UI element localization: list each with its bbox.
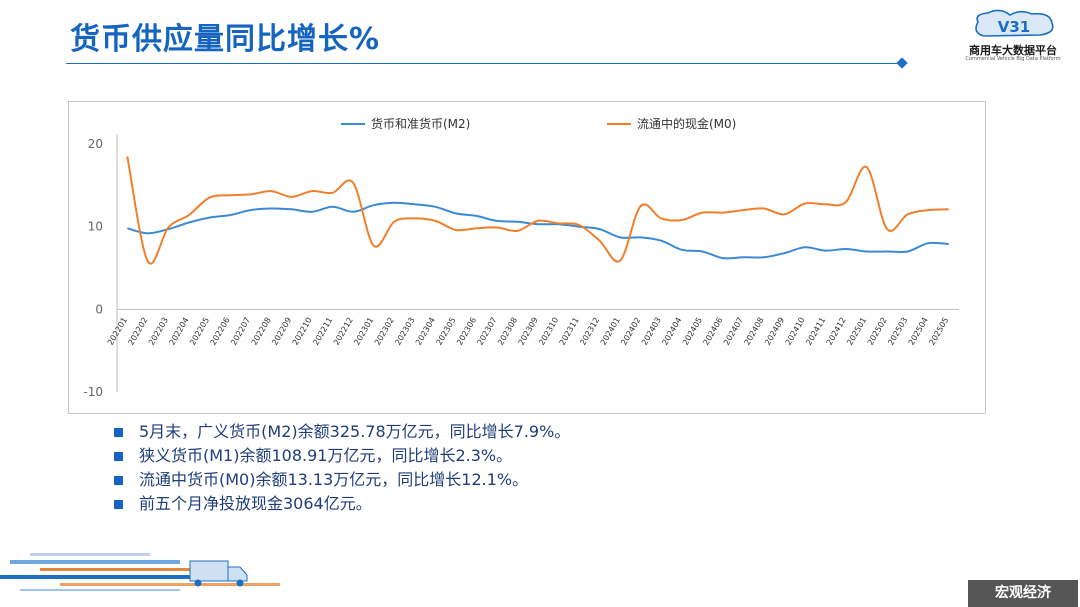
logo-subtitle: Commercial Vehicle Big Data Platform (965, 56, 1061, 62)
speed-lines-decoration (0, 553, 280, 591)
summary-item: 前五个月净投放现金3064亿元。 (114, 492, 570, 516)
summary-text: 狭义货币(M1)余额108.91万亿元，同比增长2.3%。 (139, 446, 513, 465)
legend-label: 流通中的现金(M0) (637, 116, 736, 131)
logo-name: 商用车大数据平台 (969, 44, 1057, 57)
series-line-m2 (127, 201, 949, 260)
y-tick-label: 0 (95, 302, 103, 316)
truck-icon (189, 560, 248, 587)
y-tick-label: 20 (88, 137, 103, 151)
section-tag: 宏观经济 (968, 580, 1078, 607)
y-tick-label: -10 (83, 385, 103, 399)
bullet-square-icon (114, 428, 123, 437)
summary-text: 5月末，广义货币(M2)余额325.78万亿元，同比增长7.9%。 (139, 422, 571, 441)
x-tick-label: 202505 (927, 316, 950, 347)
summary-item: 5月末，广义货币(M2)余额325.78万亿元，同比增长7.9%。 (114, 420, 570, 444)
summary-item: 狭义货币(M1)余额108.91万亿元，同比增长2.3%。 (114, 444, 570, 468)
summary-item: 流通中货币(M0)余额13.13万亿元，同比增长12.1%。 (114, 468, 570, 492)
summary-text: 前五个月净投放现金3064亿元。 (139, 494, 372, 513)
bullet-square-icon (114, 500, 123, 509)
page-title: 货币供应量同比增长% (70, 22, 381, 57)
bullet-square-icon (114, 452, 123, 461)
y-tick-label: 10 (88, 220, 103, 234)
platform-logo: V31 (975, 9, 1054, 37)
series-line-m0 (126, 156, 949, 265)
logo-mark: V31 (998, 18, 1030, 36)
legend-label: 货币和准货币(M2) (371, 116, 470, 131)
summary-text: 流通中货币(M0)余额13.13万亿元，同比增长12.1%。 (139, 470, 529, 489)
money-supply-chart: -100102020220120220220220320220420220520… (83, 116, 959, 399)
chart-frame: -10 0 10 20 202201 202202 202203 202204 202205 20… (68, 101, 986, 414)
bullet-square-icon (114, 476, 123, 485)
title-divider (66, 63, 902, 64)
summary-list: 5月末，广义货币(M2)余额325.78万亿元，同比增长7.9%。 狭义货币(M… (114, 420, 570, 516)
title-divider-diamond (896, 57, 908, 69)
